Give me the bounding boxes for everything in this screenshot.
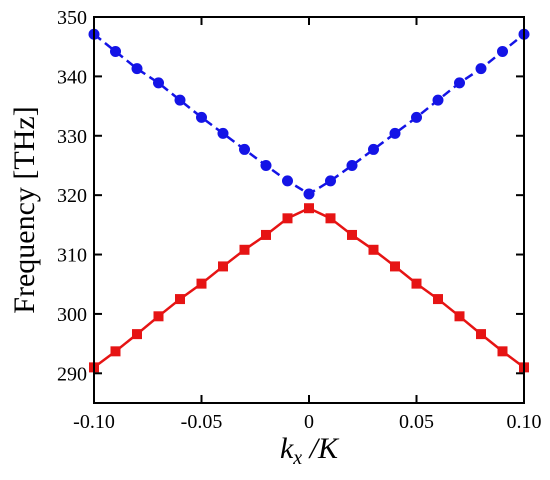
series-2-point — [304, 203, 314, 214]
series-1-point — [131, 63, 143, 75]
x-tick-label: 0 — [304, 411, 314, 433]
series-2-point — [433, 294, 443, 305]
x-tick-label: -0.05 — [181, 411, 223, 433]
series-2-point — [325, 213, 336, 224]
plot-frame — [93, 16, 525, 404]
series-2-point — [132, 329, 142, 340]
series-1-point — [282, 175, 293, 187]
series-2-point — [497, 346, 508, 357]
y-tick-label: 300 — [57, 304, 87, 326]
y-tick-label: 310 — [57, 245, 87, 267]
series-2-point — [347, 229, 357, 240]
series-1-point — [325, 175, 336, 187]
series-layer — [88, 28, 530, 373]
x-axis-label-main: k — [280, 432, 294, 465]
series-2-point — [153, 311, 164, 322]
series-1-point — [303, 188, 315, 200]
series-2-point — [110, 346, 121, 357]
series-1-point — [368, 143, 379, 155]
series-2-line — [93, 206, 525, 369]
series-1-point — [217, 127, 229, 139]
series-1-point — [153, 77, 164, 89]
series-2-point — [454, 311, 465, 322]
y-tick-label: 340 — [57, 66, 87, 88]
series-2-point — [239, 244, 250, 255]
series-2-point — [261, 229, 271, 240]
y-tick-label: 290 — [57, 363, 87, 385]
series-1-point — [454, 77, 465, 89]
x-axis-label: kx /K — [280, 432, 340, 469]
x-axis-label-rest: /K — [302, 432, 340, 465]
series-2-point — [411, 278, 422, 289]
series-1-point — [239, 143, 250, 155]
series-1-point — [110, 45, 121, 57]
series-1-point — [196, 111, 207, 123]
y-tick-label: 320 — [57, 185, 87, 207]
x-axis-label-sub: x — [292, 447, 302, 469]
tick-labels-layer: -0.10 -0.05 0 0.05 0.10 290 300 310 320 330 340 350 — [57, 7, 542, 433]
series-1-line — [93, 33, 525, 196]
series-1-point — [260, 159, 272, 171]
series-1-point — [346, 159, 358, 171]
series-1-point — [411, 111, 422, 123]
series-2-point — [476, 329, 486, 340]
y-tick-label: 350 — [57, 7, 87, 29]
x-tick-label: 0.05 — [399, 411, 434, 433]
series-1-point — [475, 63, 487, 75]
y-axis-label: Frequency [THz] — [8, 106, 41, 313]
series-1-point — [497, 45, 508, 57]
series-1-point — [174, 94, 186, 106]
series-1-point — [389, 127, 401, 139]
series-2-point — [175, 294, 185, 305]
series-2-point — [218, 261, 228, 272]
series-1-point — [432, 94, 444, 106]
series-2-point — [390, 261, 400, 272]
series-2-point — [196, 278, 207, 289]
y-tick-label: 330 — [57, 126, 87, 148]
series-2-point — [368, 244, 379, 255]
series-2-point — [282, 213, 293, 224]
x-tick-label: -0.10 — [73, 411, 115, 433]
x-tick-label: 0.10 — [507, 411, 542, 433]
